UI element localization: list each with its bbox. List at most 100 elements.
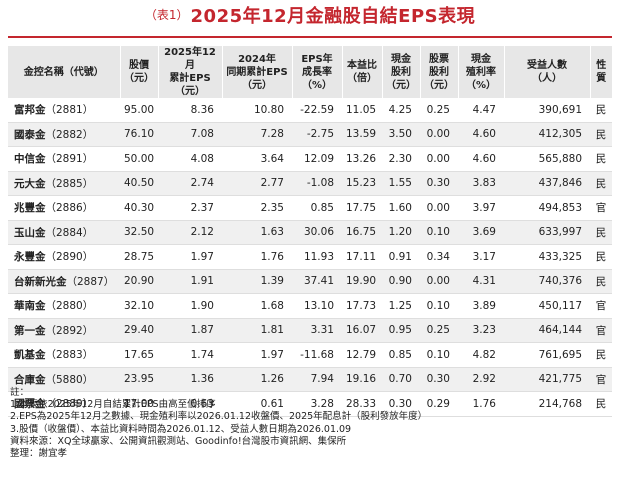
column-header: 金控名稱（代號） <box>8 46 121 98</box>
cash-div-cell: 1.20 <box>382 220 420 245</box>
eps2025-cell: 1.90 <box>158 293 222 319</box>
yield-cell: 4.31 <box>458 269 504 294</box>
ownership-type-cell: 民 <box>590 98 612 123</box>
ownership-type-cell: 官 <box>590 318 612 343</box>
column-header: 本益比 （倍） <box>342 46 383 98</box>
column-header-line: 股票 <box>429 53 449 65</box>
price-cell: 23.95 <box>120 367 158 392</box>
pe-cell: 19.90 <box>342 269 382 294</box>
eps2025-cell: 1.97 <box>158 244 222 270</box>
company-cell: 玉山金（2884） <box>8 220 120 245</box>
company-cell: 台新新光金（2887） <box>8 269 120 294</box>
column-header-line: （元） <box>242 79 272 91</box>
growth-cell: 7.94 <box>292 367 342 392</box>
ownership-type-cell: 民 <box>590 146 612 172</box>
price-cell: 50.00 <box>120 146 158 172</box>
stock-code: （2882） <box>45 128 94 141</box>
stock-code: （2880） <box>45 300 94 313</box>
price-cell: 32.50 <box>120 220 158 245</box>
growth-cell: 3.31 <box>292 318 342 343</box>
column-header-line: 股價 <box>129 60 149 71</box>
stock-code: （2885） <box>45 177 94 190</box>
column-header-line: 性 <box>596 60 607 71</box>
cash-div-cell: 4.25 <box>382 98 420 123</box>
eps2024-cell: 2.77 <box>222 171 292 196</box>
pe-cell: 16.07 <box>342 318 382 343</box>
yield-cell: 2.92 <box>458 367 504 392</box>
table-row: 凱基金（2883） 17.65 1.74 1.97 -11.68 12.79 0.85 0.1… <box>8 342 612 368</box>
price-cell: 32.10 <box>120 293 158 319</box>
stock-code: （2886） <box>45 202 94 215</box>
company-name: 台新新光金 <box>14 275 67 288</box>
holders-cell: 633,997 <box>504 220 590 245</box>
eps2025-cell: 4.08 <box>158 146 222 172</box>
header-row: 金控名稱（代號） 股價 （元） 2025年12月 累計EPS （元） 2024年 同期累計EP… <box>8 46 612 98</box>
holders-cell: 494,853 <box>504 195 590 221</box>
column-header-line: （元） <box>424 79 454 91</box>
eps2024-cell: 1.97 <box>222 342 292 368</box>
cash-div-cell: 0.70 <box>382 367 420 392</box>
company-name: 兆豐金 <box>14 202 46 215</box>
eps2024-cell: 1.26 <box>222 367 292 392</box>
yield-cell: 3.69 <box>458 220 504 245</box>
eps2024-cell: 1.39 <box>222 269 292 294</box>
column-header-line: （元） <box>386 79 416 91</box>
pe-cell: 17.11 <box>342 244 382 270</box>
ownership-type-cell: 民 <box>590 122 612 147</box>
pe-cell: 17.75 <box>342 195 382 221</box>
stock-div-cell: 0.25 <box>420 98 458 123</box>
yield-cell: 4.47 <box>458 98 504 123</box>
holders-cell: 464,144 <box>504 318 590 343</box>
ownership-type-cell: 民 <box>590 342 612 368</box>
ownership-type-cell: 官 <box>590 293 612 319</box>
table-row: 富邦金（2881） 95.00 8.36 10.80 -22.59 11.05 4.25 0.… <box>8 98 612 123</box>
holders-cell: 390,691 <box>504 98 590 123</box>
column-header: 現金 股利 （元） <box>382 46 421 98</box>
stock-code: （2881） <box>45 104 94 117</box>
footnote-line: 註： <box>10 387 30 398</box>
company-cell: 永豐金（2890） <box>8 244 120 270</box>
table-row: 華南金（2880） 32.10 1.90 1.68 13.10 17.73 1.25 0.10… <box>8 293 612 319</box>
company-cell: 元大金（2885） <box>8 171 120 196</box>
column-header-line: 殖利率 <box>466 66 496 78</box>
pe-cell: 19.16 <box>342 367 382 392</box>
table-row: 台新新光金（2887） 20.90 1.91 1.39 37.41 19.90 0.90 0.… <box>8 269 612 294</box>
column-header-line: 股利 <box>429 66 449 78</box>
column-header-line: （%） <box>301 79 333 91</box>
column-header-line: 2025年12月 <box>164 47 216 71</box>
company-name: 華南金 <box>14 300 46 313</box>
company-cell: 中信金（2891） <box>8 146 120 172</box>
stock-code: （2892） <box>45 324 94 337</box>
eps2024-cell: 1.63 <box>222 220 292 245</box>
stock-div-cell: 0.10 <box>420 220 458 245</box>
eps2025-cell: 1.87 <box>158 318 222 343</box>
column-header-line: （元） <box>175 86 205 97</box>
column-header: 性質 <box>590 46 612 98</box>
price-cell: 76.10 <box>120 122 158 147</box>
stock-div-cell: 0.00 <box>420 195 458 221</box>
cash-div-cell: 0.30 <box>382 391 420 417</box>
price-cell: 40.50 <box>120 171 158 196</box>
ownership-type-cell: 官 <box>590 195 612 221</box>
table-row: 合庫金（5880） 23.95 1.36 1.26 7.94 19.16 0.70 0.30 2… <box>8 367 612 392</box>
holders-cell: 412,305 <box>504 122 590 147</box>
eps2025-cell: 2.12 <box>158 220 222 245</box>
holders-cell: 450,117 <box>504 293 590 319</box>
footnote-line: 整理：謝宜孝 <box>10 448 68 460</box>
title-text: 2025年12月金融股自結EPS表現 <box>190 6 476 27</box>
holders-cell: 761,695 <box>504 342 590 368</box>
yield-cell: 3.17 <box>458 244 504 270</box>
yield-cell: 3.23 <box>458 318 504 343</box>
yield-cell: 4.82 <box>458 342 504 368</box>
yield-cell: 4.60 <box>458 146 504 172</box>
company-name: 元大金 <box>14 177 46 190</box>
stock-code: （2889） <box>45 398 94 411</box>
column-header: 現金 殖利率 （%） <box>458 46 505 98</box>
footnote-line: 3.股價（收盤價）、本益比資料時間為2026.01.12、受益人數日期為2026… <box>10 423 352 435</box>
growth-cell: 12.09 <box>292 146 342 172</box>
yield-cell: 1.76 <box>458 391 504 417</box>
company-cell: 兆豐金（2886） <box>8 195 120 221</box>
company-cell: 華南金（2880） <box>8 293 120 319</box>
table-row: 元大金（2885） 40.50 2.74 2.77 -1.08 15.23 1.55 0.30… <box>8 171 612 196</box>
column-header-line: （元） <box>124 73 154 84</box>
